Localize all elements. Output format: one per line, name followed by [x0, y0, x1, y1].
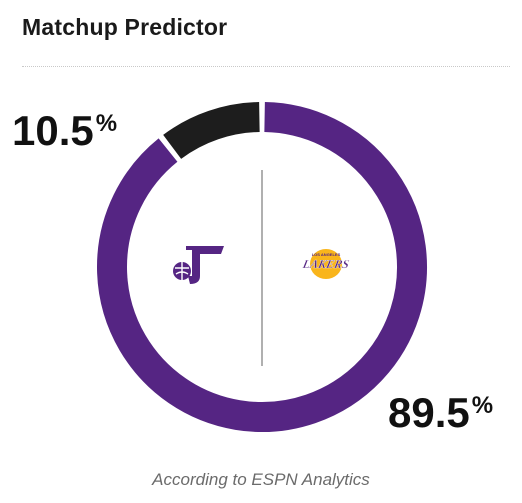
home-win-percentage: 89.5%: [388, 392, 493, 434]
away-win-probability-segment: [163, 102, 261, 160]
home-win-probability-segment: [97, 102, 427, 432]
away-percent-value: 10.5: [12, 107, 94, 154]
home-percent-symbol: %: [471, 392, 494, 419]
home-percent-value: 89.5: [388, 389, 470, 436]
lakers-logo-icon: LOS ANGELES LAKERS: [300, 249, 351, 279]
jazz-logo-icon: [173, 246, 224, 284]
analytics-attribution: According to ESPN Analytics: [152, 470, 370, 489]
title-divider: [22, 66, 510, 67]
away-percent-symbol: %: [95, 110, 118, 137]
lakers-logo-wordmark: LAKERS: [301, 257, 351, 271]
lakers-logo-subtext: LOS ANGELES: [312, 252, 341, 257]
page-title: Matchup Predictor: [22, 14, 228, 40]
away-win-percentage: 10.5%: [12, 110, 117, 152]
